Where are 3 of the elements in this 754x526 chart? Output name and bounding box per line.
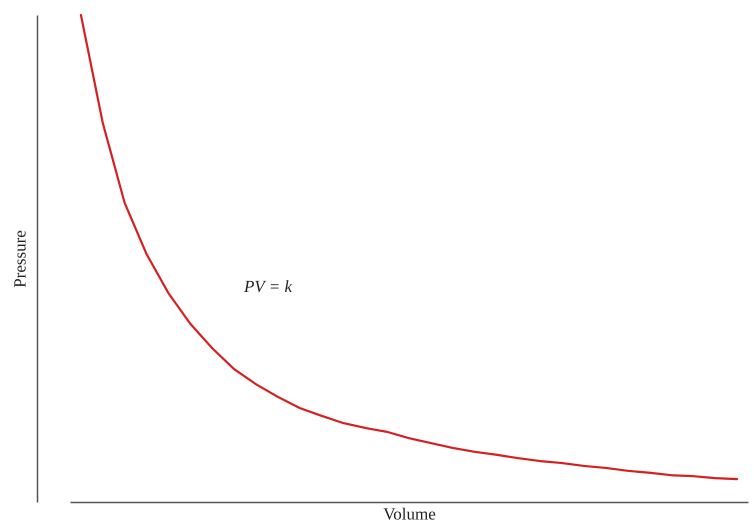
- annotation: PV = k: [243, 277, 292, 296]
- x-axis-title: Volume: [383, 504, 436, 524]
- y-axis-title: Pressure: [10, 230, 30, 288]
